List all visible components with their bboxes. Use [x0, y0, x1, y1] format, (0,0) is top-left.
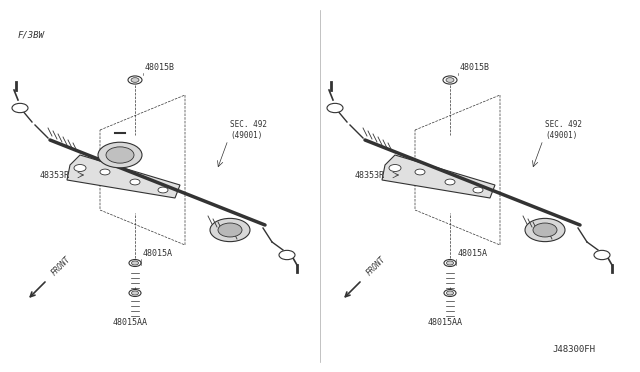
Circle shape: [74, 164, 86, 171]
Text: J48300FH: J48300FH: [552, 345, 595, 354]
Circle shape: [444, 289, 456, 296]
Polygon shape: [382, 155, 495, 198]
Text: 48015B: 48015B: [145, 63, 175, 72]
Circle shape: [415, 169, 425, 175]
Text: 48353R: 48353R: [355, 170, 385, 180]
Text: SEC. 492
(49001): SEC. 492 (49001): [230, 120, 267, 140]
Circle shape: [327, 103, 343, 113]
Text: 48015A: 48015A: [458, 249, 488, 258]
Circle shape: [12, 103, 28, 113]
Circle shape: [594, 250, 610, 260]
Circle shape: [446, 78, 454, 82]
Circle shape: [106, 147, 134, 163]
Circle shape: [131, 261, 138, 265]
Circle shape: [158, 187, 168, 193]
Circle shape: [473, 187, 483, 193]
Circle shape: [131, 78, 139, 82]
Text: FRONT: FRONT: [50, 254, 73, 277]
Text: 48015AA: 48015AA: [428, 318, 463, 327]
Text: 48015AA: 48015AA: [113, 318, 147, 327]
Circle shape: [447, 291, 454, 295]
Circle shape: [131, 291, 138, 295]
Circle shape: [443, 76, 457, 84]
Circle shape: [98, 142, 142, 168]
Circle shape: [218, 223, 242, 237]
Circle shape: [445, 179, 455, 185]
Polygon shape: [67, 155, 180, 198]
Text: SEC. 492
(49001): SEC. 492 (49001): [545, 120, 582, 140]
Text: F/3BW: F/3BW: [18, 30, 45, 39]
Circle shape: [447, 261, 454, 265]
Circle shape: [210, 218, 250, 242]
Circle shape: [128, 76, 142, 84]
Text: 48015B: 48015B: [460, 63, 490, 72]
Circle shape: [533, 223, 557, 237]
Text: 48015A: 48015A: [143, 249, 173, 258]
Circle shape: [100, 169, 110, 175]
Circle shape: [389, 164, 401, 171]
Circle shape: [129, 289, 141, 296]
Circle shape: [130, 179, 140, 185]
Text: FRONT: FRONT: [365, 254, 388, 277]
Text: 48353R: 48353R: [40, 170, 70, 180]
Circle shape: [444, 260, 456, 266]
Circle shape: [129, 260, 141, 266]
Circle shape: [279, 250, 295, 260]
Circle shape: [525, 218, 565, 242]
